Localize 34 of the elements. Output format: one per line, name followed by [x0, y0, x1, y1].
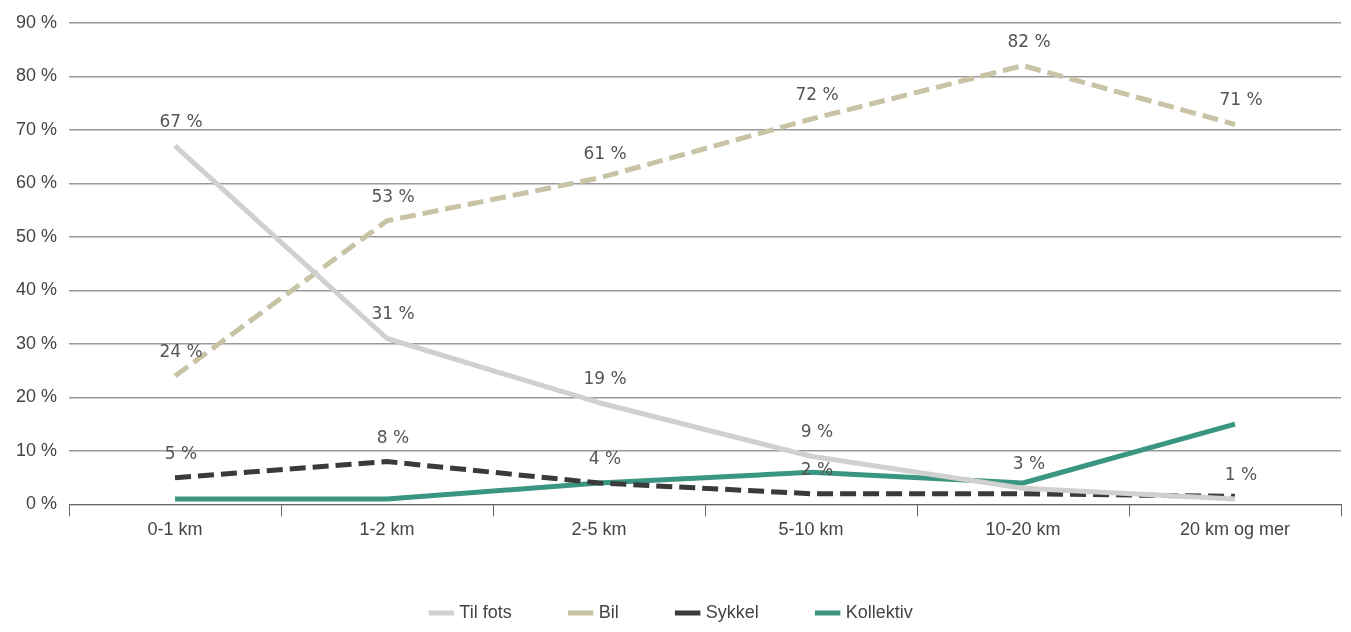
data-label: 61 % [583, 142, 627, 163]
x-tick-label: 1-2 km [359, 519, 415, 540]
x-tick-label: 5-10 km [778, 519, 844, 540]
y-tick-label: 40 % [16, 279, 58, 300]
x-tick-label: 2-5 km [571, 519, 627, 540]
data-label: 8 % [376, 426, 410, 447]
data-label: 72 % [795, 84, 839, 105]
legend-label: Sykkel [705, 601, 759, 622]
data-label: 53 % [371, 185, 415, 206]
x-tick-label: 10-20 km [985, 519, 1061, 540]
legend-label: Til fots [459, 601, 512, 622]
data-label: 67 % [159, 110, 203, 131]
data-label: 3 % [1012, 453, 1046, 474]
x-tick-label: 0-1 km [147, 519, 203, 540]
data-label: 1 % [1224, 463, 1258, 484]
data-label: 71 % [1219, 89, 1263, 110]
y-tick-label: 90 % [16, 11, 58, 32]
data-label: 82 % [1007, 30, 1051, 51]
legend-label: Bil [598, 601, 619, 622]
data-label: 19 % [583, 367, 627, 388]
y-tick-label: 60 % [16, 172, 58, 193]
y-tick-label: 80 % [16, 65, 58, 86]
data-label: 24 % [159, 340, 203, 361]
y-tick-label: 20 % [16, 386, 58, 407]
y-tick-label: 30 % [16, 332, 58, 353]
x-tick-label: 20 km og mer [1179, 519, 1291, 540]
y-tick-label: 50 % [16, 225, 58, 246]
data-label: 9 % [800, 421, 834, 442]
y-tick-label: 10 % [16, 439, 58, 460]
legend-label: Kollektiv [845, 601, 913, 622]
y-tick-label: 0 % [26, 493, 58, 514]
data-label: 4 % [588, 447, 622, 468]
data-label: 31 % [371, 303, 415, 324]
y-tick-label: 70 % [16, 118, 58, 139]
